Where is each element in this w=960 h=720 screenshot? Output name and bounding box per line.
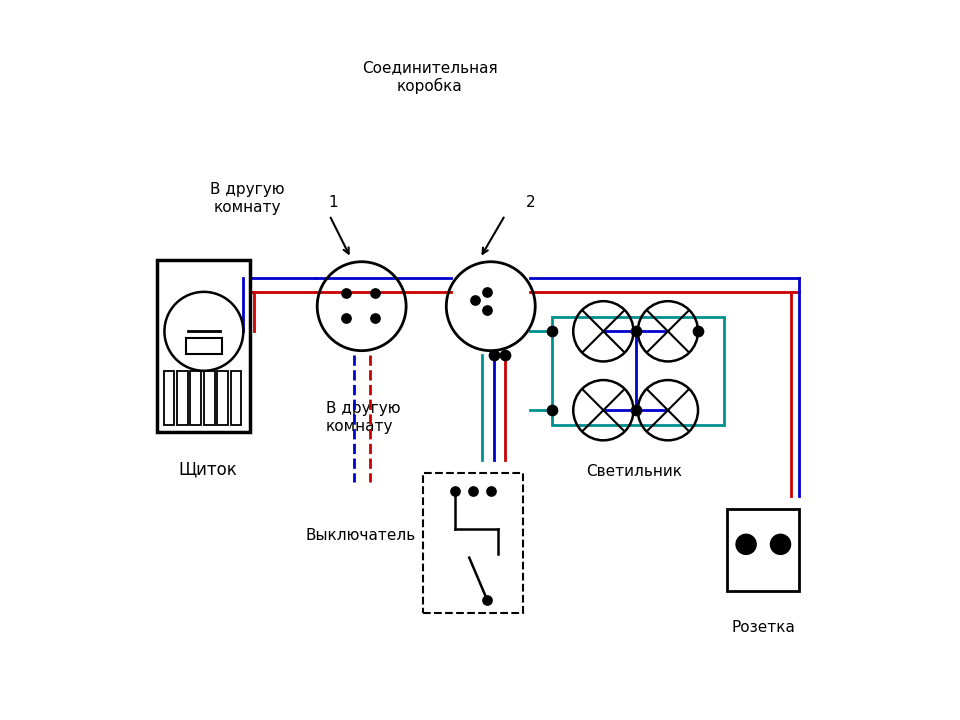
Point xyxy=(367,312,382,323)
Text: В другую
комнату: В другую комнату xyxy=(325,401,400,433)
Point xyxy=(479,286,494,297)
Point xyxy=(628,325,643,337)
Bar xyxy=(217,371,228,425)
Text: Светильник: Светильник xyxy=(587,464,683,479)
Text: Розетка: Розетка xyxy=(732,620,795,635)
Text: 2: 2 xyxy=(525,195,535,210)
Text: В другую
комнату: В другую комнату xyxy=(209,182,284,215)
Bar xyxy=(422,473,523,613)
Text: Соединительная
коробка: Соединительная коробка xyxy=(362,60,497,94)
Point xyxy=(497,349,513,361)
Point xyxy=(487,349,502,361)
Bar xyxy=(157,260,251,432)
Point xyxy=(628,405,643,416)
Text: 1: 1 xyxy=(328,195,338,210)
Bar xyxy=(552,317,724,425)
Text: Щиток: Щиток xyxy=(179,460,237,478)
Point xyxy=(479,594,494,606)
Point xyxy=(338,312,353,323)
Bar xyxy=(186,338,222,354)
Point xyxy=(544,405,560,416)
Point xyxy=(690,325,706,337)
Point xyxy=(466,485,481,497)
Point xyxy=(447,485,463,497)
Point xyxy=(468,294,483,306)
Point xyxy=(338,287,353,299)
Point xyxy=(367,287,382,299)
Bar xyxy=(230,371,241,425)
Text: Выключатель: Выключатель xyxy=(305,528,416,543)
Circle shape xyxy=(771,534,790,554)
Point xyxy=(544,325,560,337)
Bar xyxy=(177,371,188,425)
Bar xyxy=(190,371,202,425)
Bar xyxy=(204,371,215,425)
Bar xyxy=(728,509,799,591)
Point xyxy=(483,485,498,497)
Point xyxy=(479,304,494,315)
Bar xyxy=(164,371,175,425)
Circle shape xyxy=(736,534,756,554)
